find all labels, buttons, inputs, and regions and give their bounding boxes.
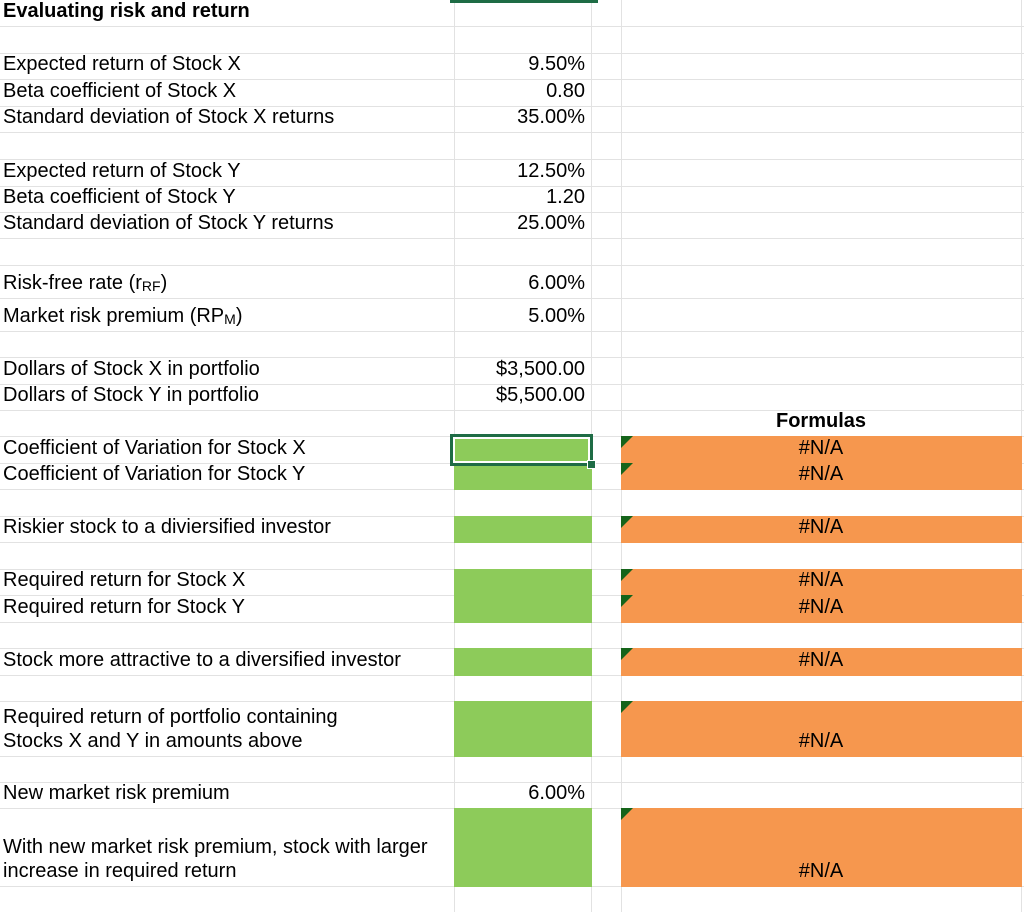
cell-value-stdev-x[interactable]: 35.00% <box>517 106 585 128</box>
label-subscript: M <box>224 311 236 327</box>
cell-value-new-market-risk-premium[interactable]: 6.00% <box>528 782 585 804</box>
cell-label-required-return-x[interactable]: Required return for Stock X <box>3 569 246 591</box>
cell-value-beta-y[interactable]: 1.20 <box>546 186 585 208</box>
cell-value-dollars-y[interactable]: $5,500.00 <box>496 384 585 406</box>
gridline-horizontal <box>0 186 1024 187</box>
cell-label-dollars-y[interactable]: Dollars of Stock Y in portfolio <box>3 384 260 406</box>
gridline-horizontal <box>0 26 1024 27</box>
cell-value-dollars-x[interactable]: $3,500.00 <box>496 358 585 380</box>
cell-label-beta-y[interactable]: Beta coefficient of Stock Y <box>3 186 236 208</box>
gridline-horizontal <box>0 53 1024 54</box>
cell-label-expected-return-x[interactable]: Expected return of Stock X <box>3 53 241 75</box>
formula-cell-cv-x-and-y[interactable] <box>621 436 1022 490</box>
cell-value-market-risk-premium[interactable]: 5.00% <box>528 305 585 327</box>
cell-value-expected-return-y[interactable]: 12.50% <box>517 160 585 182</box>
cell-formula-required-return-y[interactable]: #N/A <box>798 596 844 618</box>
input-cell-larger-increase[interactable] <box>454 808 592 887</box>
cell-label-risk-free-rate[interactable]: Risk-free rate (r RF) <box>0 265 454 298</box>
cell-label-new-market-risk-premium[interactable]: New market risk premium <box>3 782 230 804</box>
cell-formula-riskier-stock[interactable]: #N/A <box>798 516 844 538</box>
input-cell-riskier-stock[interactable] <box>454 516 592 543</box>
cell-label-riskier-stock[interactable]: Riskier stock to a diviersified investor <box>3 516 331 538</box>
input-cell-required-return-x-and-y[interactable] <box>454 569 592 623</box>
gridline-horizontal <box>0 331 1024 332</box>
gridline-horizontal <box>0 212 1024 213</box>
cell-value-expected-return-x[interactable]: 9.50% <box>528 53 585 75</box>
cell-label-cv-y[interactable]: Coefficient of Variation for Stock Y <box>3 463 306 485</box>
cell-formula-cv-x[interactable]: #N/A <box>798 437 844 459</box>
cell-value-stdev-y[interactable]: 25.00% <box>517 212 585 234</box>
gridline-horizontal <box>0 410 1024 411</box>
cell-formulas-header[interactable]: Formulas <box>775 410 867 432</box>
gridline-horizontal <box>0 79 1024 80</box>
cell-label-stdev-y[interactable]: Standard deviation of Stock Y returns <box>3 212 334 234</box>
input-cell-cv-x-and-y[interactable] <box>454 436 592 490</box>
label-text: Risk-free rate (r <box>3 272 142 294</box>
gridline-horizontal <box>0 384 1024 385</box>
cell-formula-portfolio-return[interactable]: #N/A <box>798 730 844 752</box>
gridline-horizontal <box>0 238 1024 239</box>
label-text: ) <box>235 305 243 327</box>
gridline-horizontal <box>0 357 1024 358</box>
cell-label-beta-x[interactable]: Beta coefficient of Stock X <box>3 80 237 102</box>
cell-formula-larger-increase[interactable]: #N/A <box>798 860 844 882</box>
formula-cell-portfolio-return[interactable] <box>621 701 1022 757</box>
gridline-horizontal <box>0 106 1024 107</box>
cell-label-cv-x[interactable]: Coefficient of Variation for Stock X <box>3 437 306 459</box>
cell-label-more-attractive[interactable]: Stock more attractive to a diversified i… <box>3 649 401 671</box>
cell-label-dollars-x[interactable]: Dollars of Stock X in portfolio <box>3 358 260 380</box>
input-cell-more-attractive[interactable] <box>454 648 592 676</box>
formula-cell-larger-increase[interactable] <box>621 808 1022 887</box>
cell-label-stdev-x[interactable]: Standard deviation of Stock X returns <box>3 106 335 128</box>
gridline-horizontal <box>0 298 1024 299</box>
cell-value-beta-x[interactable]: 0.80 <box>546 80 585 102</box>
formula-cell-more-attractive[interactable] <box>621 648 1022 676</box>
formula-cell-required-return-x-and-y[interactable] <box>621 569 1022 623</box>
cell-label-required-return-y[interactable]: Required return for Stock Y <box>3 596 245 618</box>
cell-formula-more-attractive[interactable]: #N/A <box>798 649 844 671</box>
input-cell-portfolio-return[interactable] <box>454 701 592 757</box>
gridline-horizontal <box>0 159 1024 160</box>
gridline-horizontal <box>0 782 1024 783</box>
cell-formula-cv-y[interactable]: #N/A <box>798 463 844 485</box>
cell-label-larger-increase[interactable]: With new market risk premium, stock with… <box>3 836 428 882</box>
label-text: Market risk premium (RP <box>3 305 225 327</box>
label-subscript: RF <box>141 278 161 294</box>
selection-border-fragment-top <box>450 0 598 3</box>
gridline-horizontal <box>0 132 1024 133</box>
cell-label-market-risk-premium[interactable]: Market risk premium (RP M) <box>0 298 454 331</box>
cell-title[interactable]: Evaluating risk and return <box>3 0 250 22</box>
formula-cell-riskier-stock[interactable] <box>621 516 1022 543</box>
cell-label-portfolio-return[interactable]: Required return of portfolio containing … <box>3 706 338 752</box>
cell-label-expected-return-y[interactable]: Expected return of Stock Y <box>3 160 241 182</box>
label-text: ) <box>160 272 168 294</box>
gridline-horizontal <box>0 265 1024 266</box>
cell-formula-required-return-x[interactable]: #N/A <box>798 569 844 591</box>
cell-value-risk-free-rate[interactable]: 6.00% <box>528 272 585 294</box>
fill-handle[interactable] <box>587 460 596 469</box>
